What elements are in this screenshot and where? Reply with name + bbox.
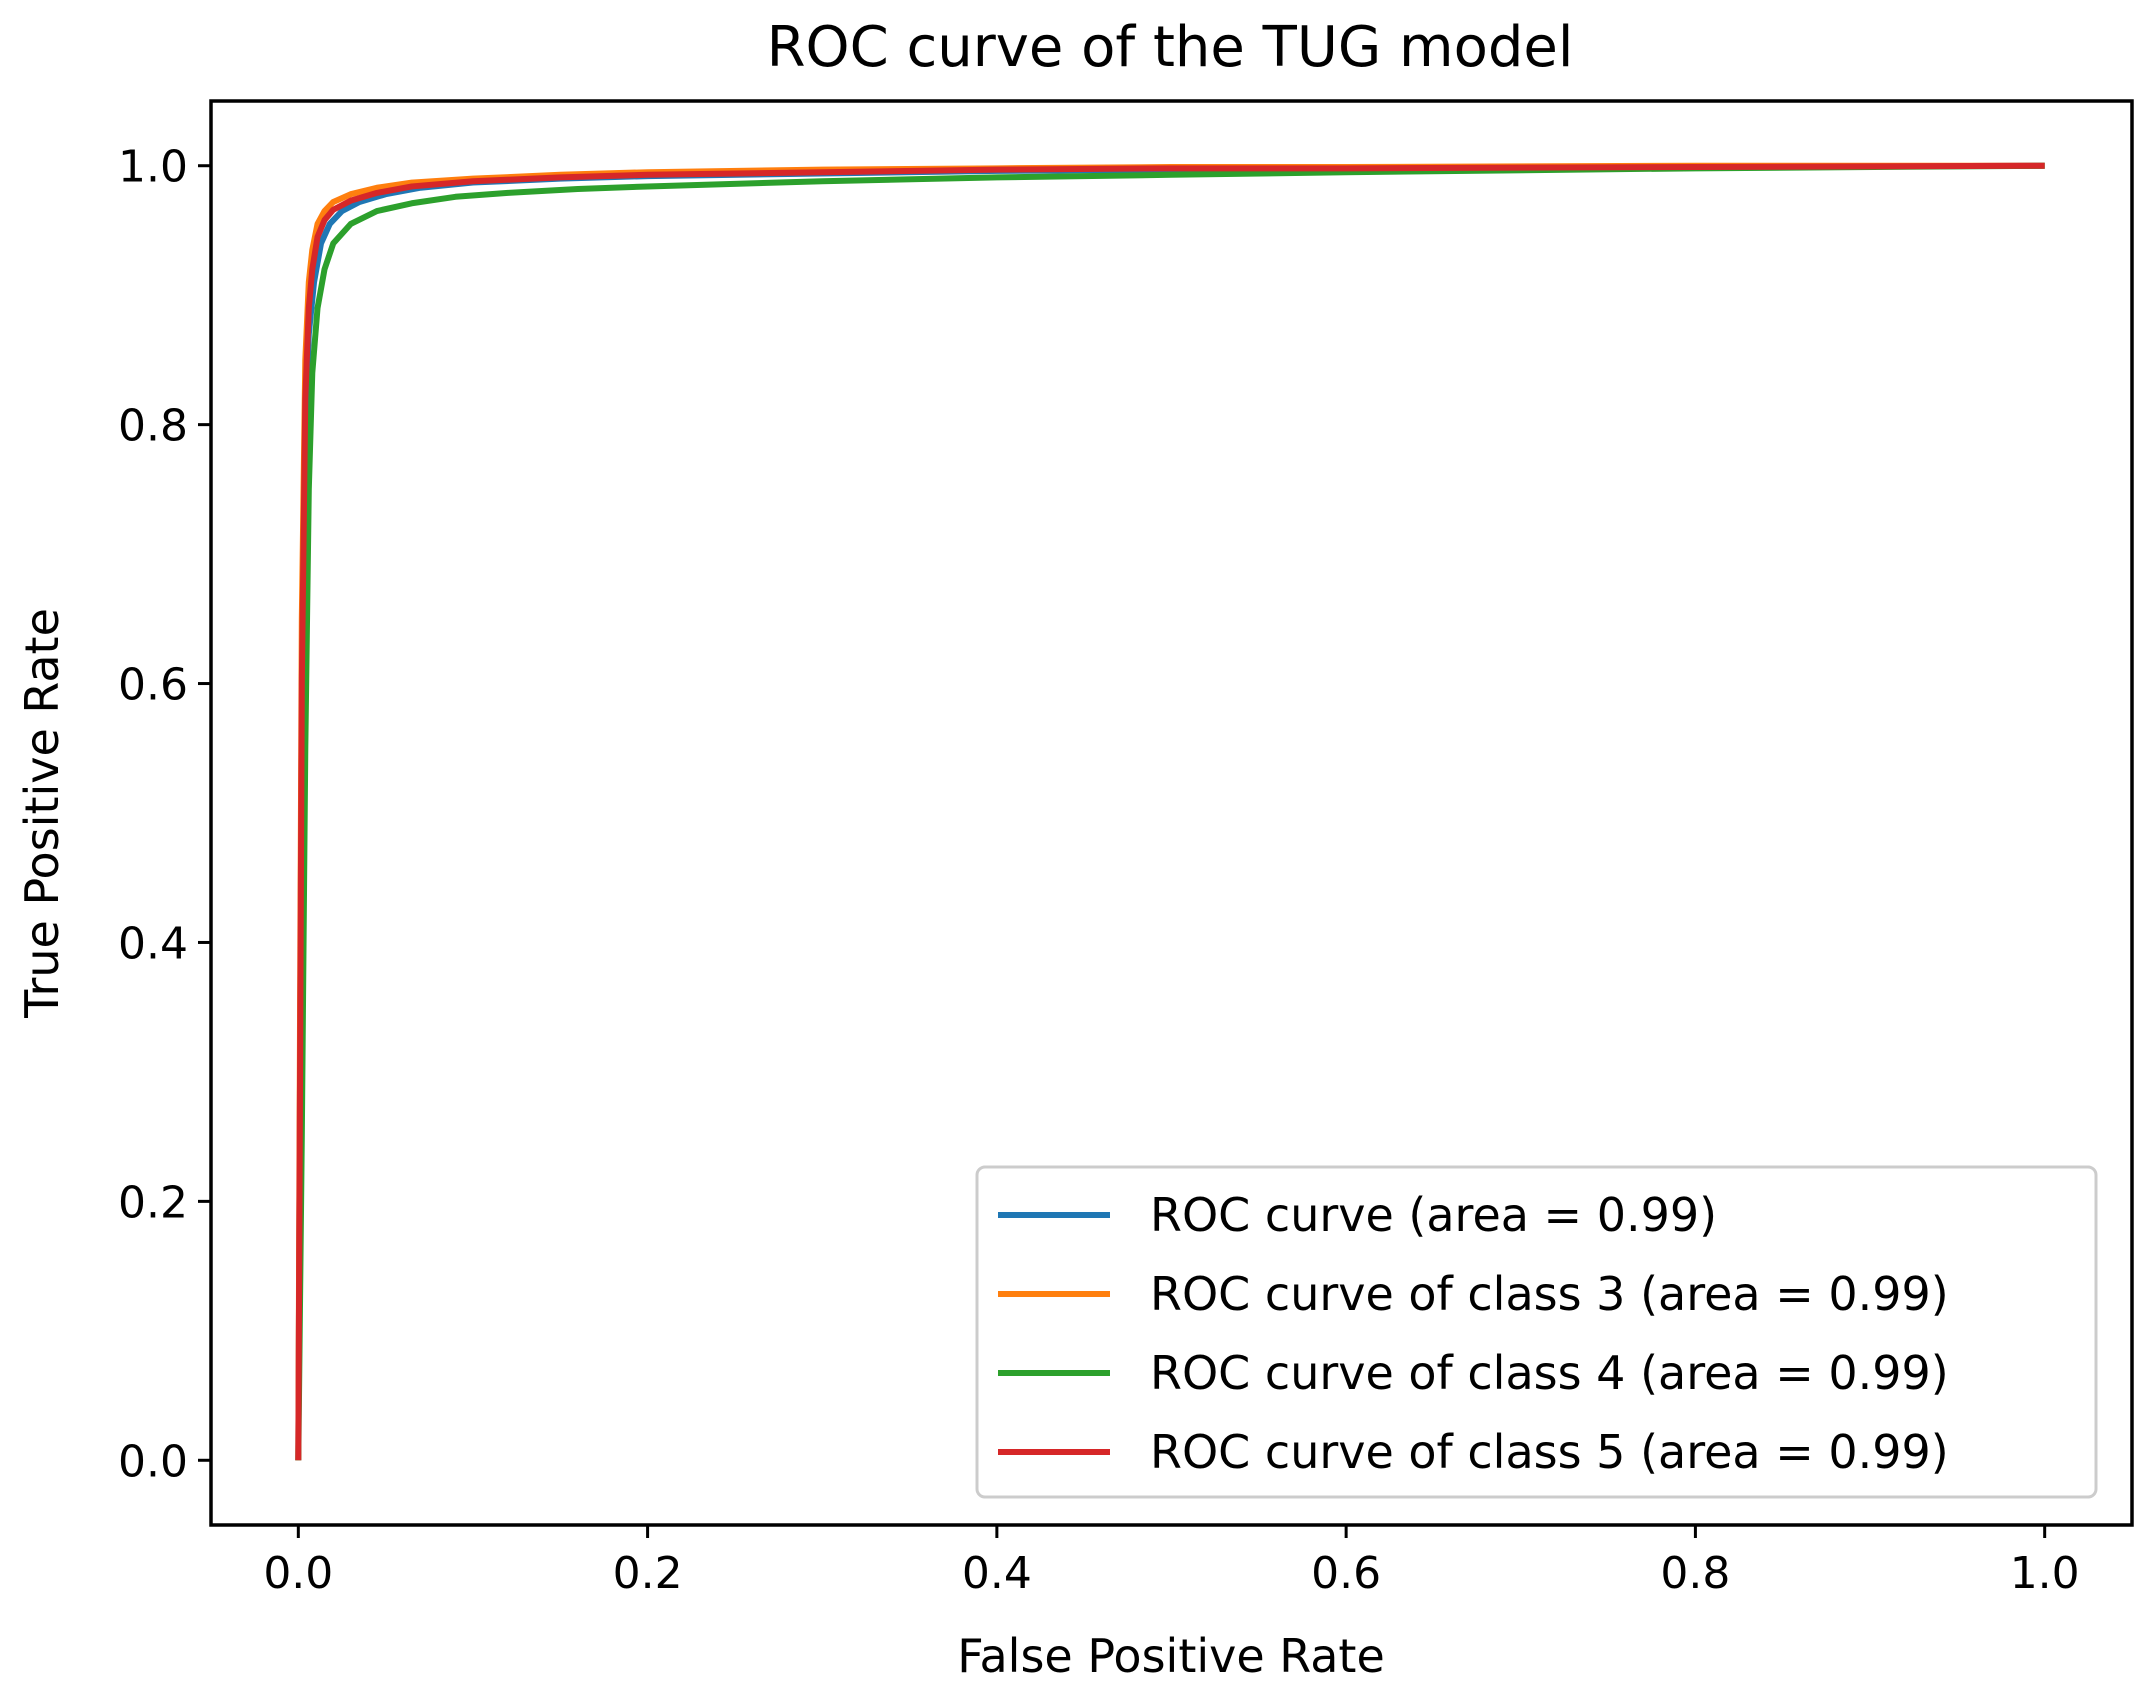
y-axis-ticks: 0.0 0.2 0.4 0.6 0.8 1.0	[118, 142, 211, 1487]
series-line-3	[295, 162, 2045, 1461]
y-tick-label: 0.4	[118, 918, 188, 969]
x-tick-label: 0.8	[1660, 1548, 1730, 1599]
series-line-4	[295, 162, 2045, 1461]
y-tick-label: 0.2	[118, 1177, 188, 1228]
y-tick-label: 0.6	[118, 660, 188, 711]
legend-frame	[975, 1165, 2098, 1499]
legend-label-3: ROC curve of class 4 (area = 0.99)	[1150, 1346, 1949, 1400]
y-tick-label: 0.8	[118, 401, 188, 452]
x-tick-label: 0.6	[1311, 1548, 1381, 1599]
x-tick-label: 0.4	[962, 1548, 1032, 1599]
legend-items: ROC curve (area = 0.99) ROC curve of clas…	[998, 1188, 1949, 1479]
x-tick-label: 1.0	[2010, 1548, 2080, 1599]
series-layer	[295, 162, 2045, 1461]
x-tick-label: 0.0	[263, 1548, 333, 1599]
x-tick-label: 0.2	[613, 1548, 683, 1599]
legend-label-2: ROC curve of class 3 (area = 0.99)	[1150, 1267, 1949, 1321]
y-tick-label: 0.0	[118, 1436, 188, 1487]
y-tick-label: 1.0	[118, 142, 188, 193]
x-axis-label: False Positive Rate	[957, 1629, 1385, 1683]
plot-frame	[209, 99, 2134, 1527]
y-axis-label: True Positive Rate	[15, 608, 69, 1019]
legend-label-4: ROC curve of class 5 (area = 0.99)	[1150, 1425, 1949, 1479]
legend: ROC curve (area = 0.99) ROC curve of clas…	[975, 1165, 2098, 1499]
x-axis-ticks: 0.0 0.2 0.4 0.6 0.8 1.0	[263, 1525, 2080, 1599]
chart-title: ROC curve of the TUG model	[767, 15, 1574, 80]
legend-label-1: ROC curve (area = 0.99)	[1150, 1188, 1717, 1242]
